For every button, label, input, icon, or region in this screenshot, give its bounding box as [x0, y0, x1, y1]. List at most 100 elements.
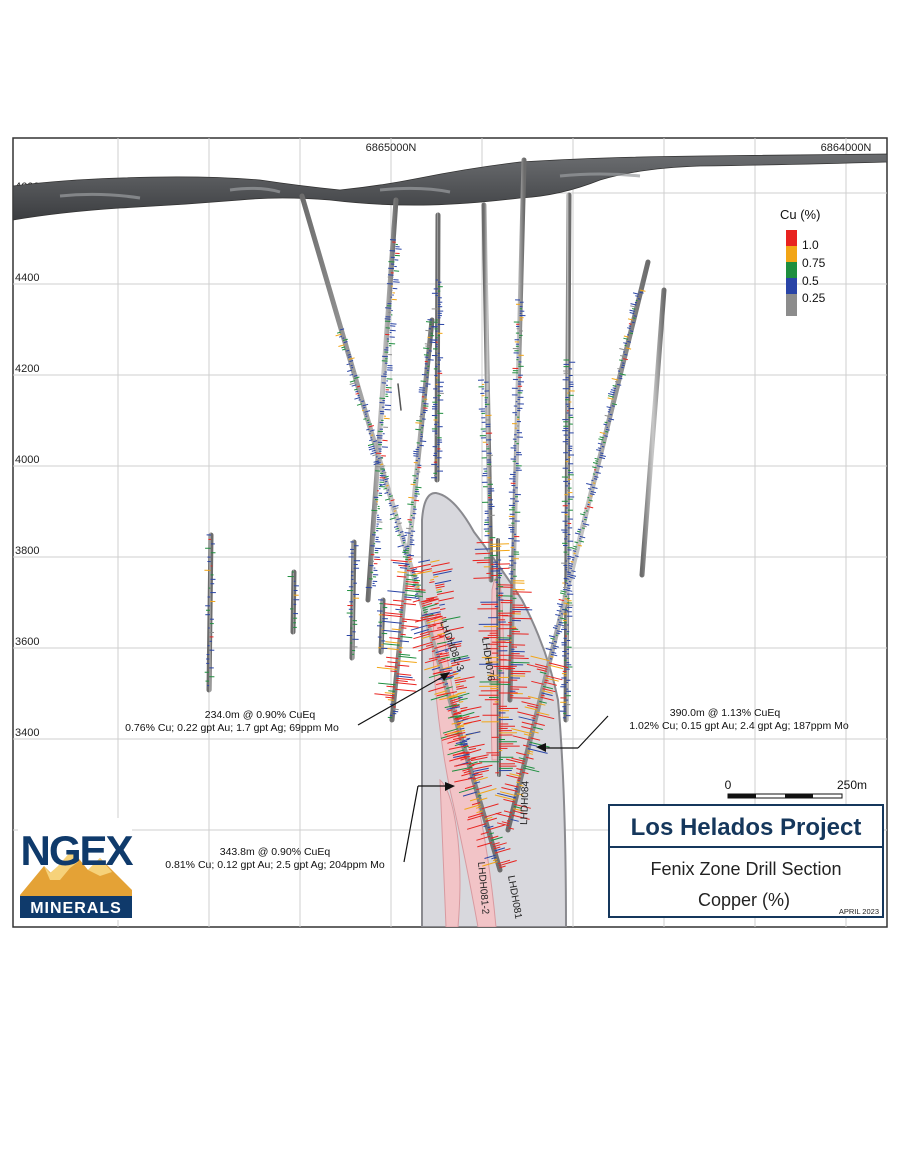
intercept-headline: 390.0m @ 1.13% CuEq: [670, 707, 781, 719]
assay-tick: [604, 435, 608, 437]
assay-tick: [413, 629, 429, 635]
assay-tick: [526, 752, 534, 755]
assay-tick: [356, 385, 361, 388]
assay-tick: [603, 423, 608, 426]
assay-tick: [481, 803, 499, 810]
assay-tick: [351, 384, 357, 387]
elevation-label: 3600: [15, 636, 39, 648]
assay-tick: [499, 865, 506, 869]
assay-tick: [384, 491, 389, 494]
assay-tick: [454, 777, 475, 783]
assay-tick: [423, 354, 429, 356]
assay-tick: [462, 743, 468, 746]
assay-tick: [484, 854, 496, 859]
assay-tick: [516, 793, 524, 796]
assay-tick: [397, 660, 417, 663]
assay-tick: [444, 683, 449, 685]
assay-tick: [440, 624, 444, 626]
assay-tick: [389, 504, 393, 507]
project-title: Los Helados Project: [631, 814, 862, 841]
assay-tick: [431, 636, 444, 641]
assay-tick: [453, 717, 463, 720]
assay-tick: [421, 635, 431, 639]
assay-tick: [398, 653, 411, 656]
assay-tick: [421, 598, 440, 605]
legend-label: 0.5: [802, 274, 819, 288]
assay-tick: [450, 657, 470, 662]
assay-tick: [436, 588, 442, 591]
assay-tick: [387, 661, 398, 664]
assay-tick: [476, 561, 491, 564]
assay-tick: [432, 570, 452, 576]
assay-tick: [342, 337, 345, 339]
assay-tick: [368, 447, 376, 451]
assay-tick: [625, 347, 632, 350]
assay-tick: [556, 632, 561, 635]
assay-tick: [539, 700, 547, 704]
assay-tick: [392, 507, 399, 510]
assay-tick: [555, 614, 561, 617]
assay-tick: [495, 812, 512, 818]
assay-tick: [554, 625, 558, 627]
assay-tick: [422, 611, 441, 616]
assay-tick: [384, 612, 403, 615]
assay-tick: [406, 574, 418, 577]
assay-tick: [384, 478, 389, 481]
assay-tick: [405, 581, 420, 584]
assay-tick: [427, 359, 434, 361]
assay-tick: [558, 605, 563, 608]
assay-tick: [639, 291, 644, 294]
assay-tick: [492, 842, 500, 846]
scale-start: 0: [725, 778, 732, 792]
assay-tick: [399, 531, 404, 533]
assay-tick: [541, 692, 553, 697]
assay-tick: [474, 781, 481, 784]
assay-tick: [531, 680, 544, 685]
assay-tick: [402, 539, 406, 542]
assay-tick: [356, 403, 363, 406]
assay-tick: [571, 570, 576, 573]
assay-tick: [366, 428, 370, 431]
assay-tick: [499, 791, 517, 797]
intercept-callout-1: 234.0m @ 0.90% CuEq 0.76% Cu; 0.22 gpt A…: [125, 672, 450, 734]
assay-tick: [437, 658, 446, 662]
assay-tick: [527, 704, 539, 709]
assay-tick: [427, 622, 443, 627]
assay-tick: [427, 624, 437, 628]
assay-tick: [354, 388, 358, 391]
assay-tick: [581, 527, 585, 529]
assay-tick: [395, 529, 400, 533]
assay-tick: [556, 609, 562, 612]
assay-tick: [618, 375, 623, 377]
assay-tick: [413, 499, 420, 502]
assay-tick: [465, 748, 482, 755]
assay-tick: [598, 456, 606, 460]
assay-tick: [388, 690, 395, 692]
assay-tick: [439, 603, 445, 606]
assay-tick: [423, 347, 430, 350]
assay-tick: [545, 675, 563, 681]
assay-tick: [536, 711, 550, 716]
assay-tick: [438, 676, 454, 681]
assay-tick: [467, 814, 484, 821]
assay-tick: [472, 775, 484, 780]
assay-tick: [611, 405, 615, 407]
assay-tick: [415, 593, 419, 595]
assay-tick: [635, 295, 639, 297]
assay-tick: [473, 767, 489, 772]
assay-tick: [464, 804, 481, 810]
assay-tick: [435, 585, 445, 589]
assay-tick: [413, 455, 419, 457]
assay-tick: [559, 592, 566, 595]
assay-tick: [530, 655, 550, 662]
assay-tick: [403, 549, 409, 552]
assay-tick: [393, 281, 400, 283]
intercept-detail: 0.76% Cu; 0.22 gpt Au; 1.7 gpt Ag; 69ppm…: [125, 722, 339, 734]
assay-tick: [607, 420, 611, 422]
assay-tick: [512, 735, 531, 741]
assay-tick: [497, 859, 511, 865]
assay-tick: [386, 484, 389, 487]
assay-tick: [408, 496, 415, 499]
assay-tick: [515, 772, 522, 775]
assay-tick: [392, 504, 399, 508]
